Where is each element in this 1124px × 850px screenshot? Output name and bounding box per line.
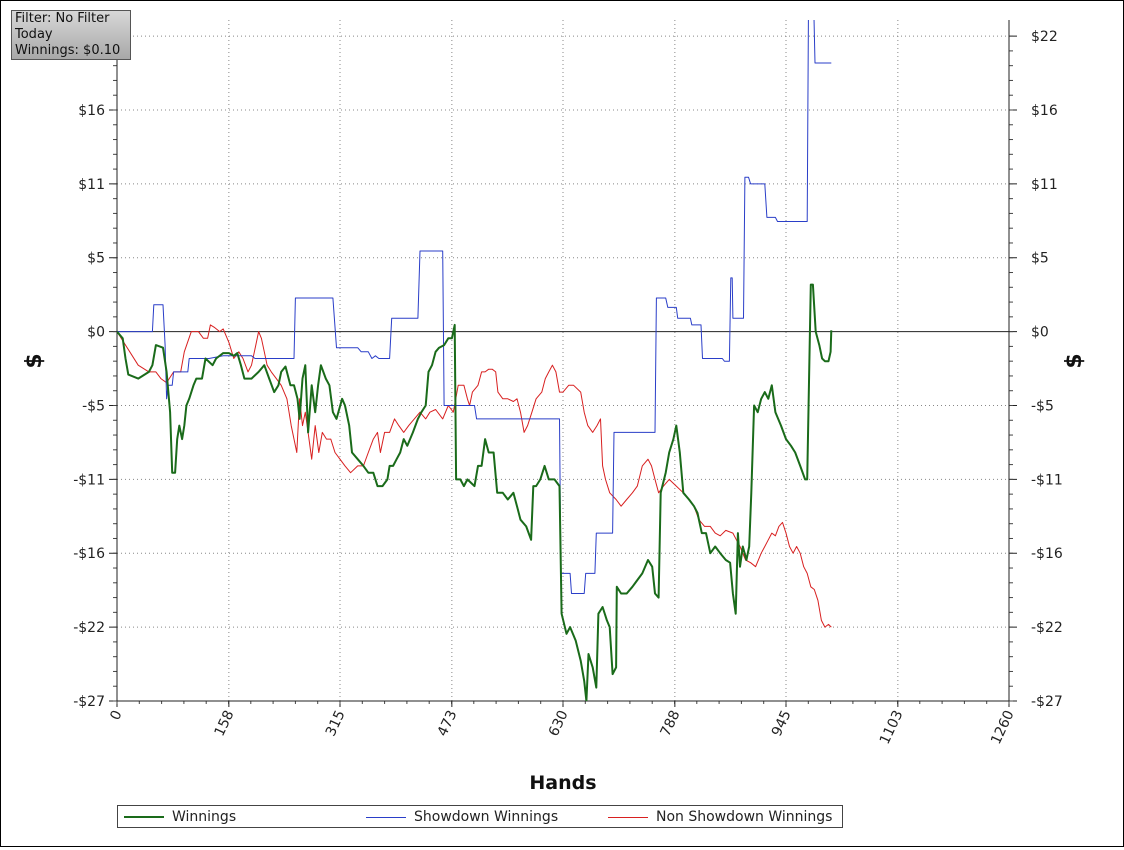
y-tick-label-left: -$27 bbox=[73, 694, 105, 710]
y-tick-label-left: -$16 bbox=[73, 546, 105, 562]
y-tick-label-right: $11 bbox=[1031, 177, 1058, 193]
legend-label-showdown: Showdown Winnings bbox=[414, 809, 559, 825]
legend-label-non-showdown: Non Showdown Winnings bbox=[656, 809, 833, 825]
date-range-label: Today bbox=[15, 27, 53, 42]
filter-label: Filter: No Filter bbox=[15, 11, 110, 26]
y-tick-label-right: -$11 bbox=[1031, 472, 1063, 488]
y-tick-label-left: -$5 bbox=[82, 398, 105, 414]
y-tick-label-left: $11 bbox=[78, 177, 105, 193]
legend-swatch-non-showdown bbox=[608, 816, 648, 818]
y-tick-label-left: -$22 bbox=[73, 620, 105, 636]
y-tick-label-right: -$5 bbox=[1031, 398, 1054, 414]
legend-label-winnings: Winnings bbox=[172, 809, 237, 825]
y-tick-label-left: $5 bbox=[87, 251, 105, 267]
y-tick-label-right: -$27 bbox=[1031, 694, 1063, 710]
x-tick-label: 1103 bbox=[877, 708, 907, 747]
y-tick-label-right: $0 bbox=[1031, 325, 1049, 341]
x-tick-label: 945 bbox=[769, 708, 795, 739]
series-line-non-showdown-winnings bbox=[117, 324, 832, 628]
x-tick-label: 0 bbox=[107, 708, 125, 723]
axes bbox=[109, 20, 1017, 707]
series-layer bbox=[117, 20, 833, 701]
y-tick-label-left: $0 bbox=[87, 325, 105, 341]
x-tick-label: 630 bbox=[546, 708, 572, 739]
filter-info-box: Filter: No Filter Today Winnings: $0.10 bbox=[11, 10, 131, 60]
y-axis-title-left: $ bbox=[22, 353, 47, 368]
y-tick-label-left: -$11 bbox=[73, 472, 105, 488]
x-axis-title: Hands bbox=[529, 772, 596, 794]
y-tick-label-right: -$16 bbox=[1031, 546, 1063, 562]
x-tick-label: 315 bbox=[323, 708, 349, 739]
winnings-total-label: Winnings: $0.10 bbox=[15, 43, 121, 58]
series-line-winnings bbox=[117, 283, 833, 701]
y-tick-label-left: $16 bbox=[78, 103, 105, 119]
legend-item-winnings: Winnings bbox=[124, 808, 236, 826]
grid bbox=[117, 20, 1009, 702]
tick-labels: 015831547363078894511031260$22$22$16$16$… bbox=[73, 29, 1063, 747]
y-tick-label-right: $16 bbox=[1031, 103, 1058, 119]
y-tick-label-right: $22 bbox=[1031, 29, 1058, 45]
x-tick-label: 158 bbox=[212, 708, 238, 739]
x-tick-label: 473 bbox=[435, 708, 461, 739]
legend: Winnings Showdown Winnings Non Showdown … bbox=[117, 805, 843, 828]
series-line-showdown-winnings bbox=[117, 20, 832, 594]
legend-item-showdown: Showdown Winnings bbox=[366, 808, 558, 826]
x-tick-label: 788 bbox=[658, 708, 684, 739]
legend-item-non-showdown: Non Showdown Winnings bbox=[608, 808, 832, 826]
legend-swatch-winnings bbox=[124, 816, 164, 818]
y-tick-label-right: $5 bbox=[1031, 251, 1049, 267]
y-tick-label-right: -$22 bbox=[1031, 620, 1063, 636]
legend-swatch-showdown bbox=[366, 816, 406, 818]
y-axis-title-right: $ bbox=[1062, 353, 1087, 368]
x-tick-label: 1260 bbox=[988, 708, 1018, 747]
